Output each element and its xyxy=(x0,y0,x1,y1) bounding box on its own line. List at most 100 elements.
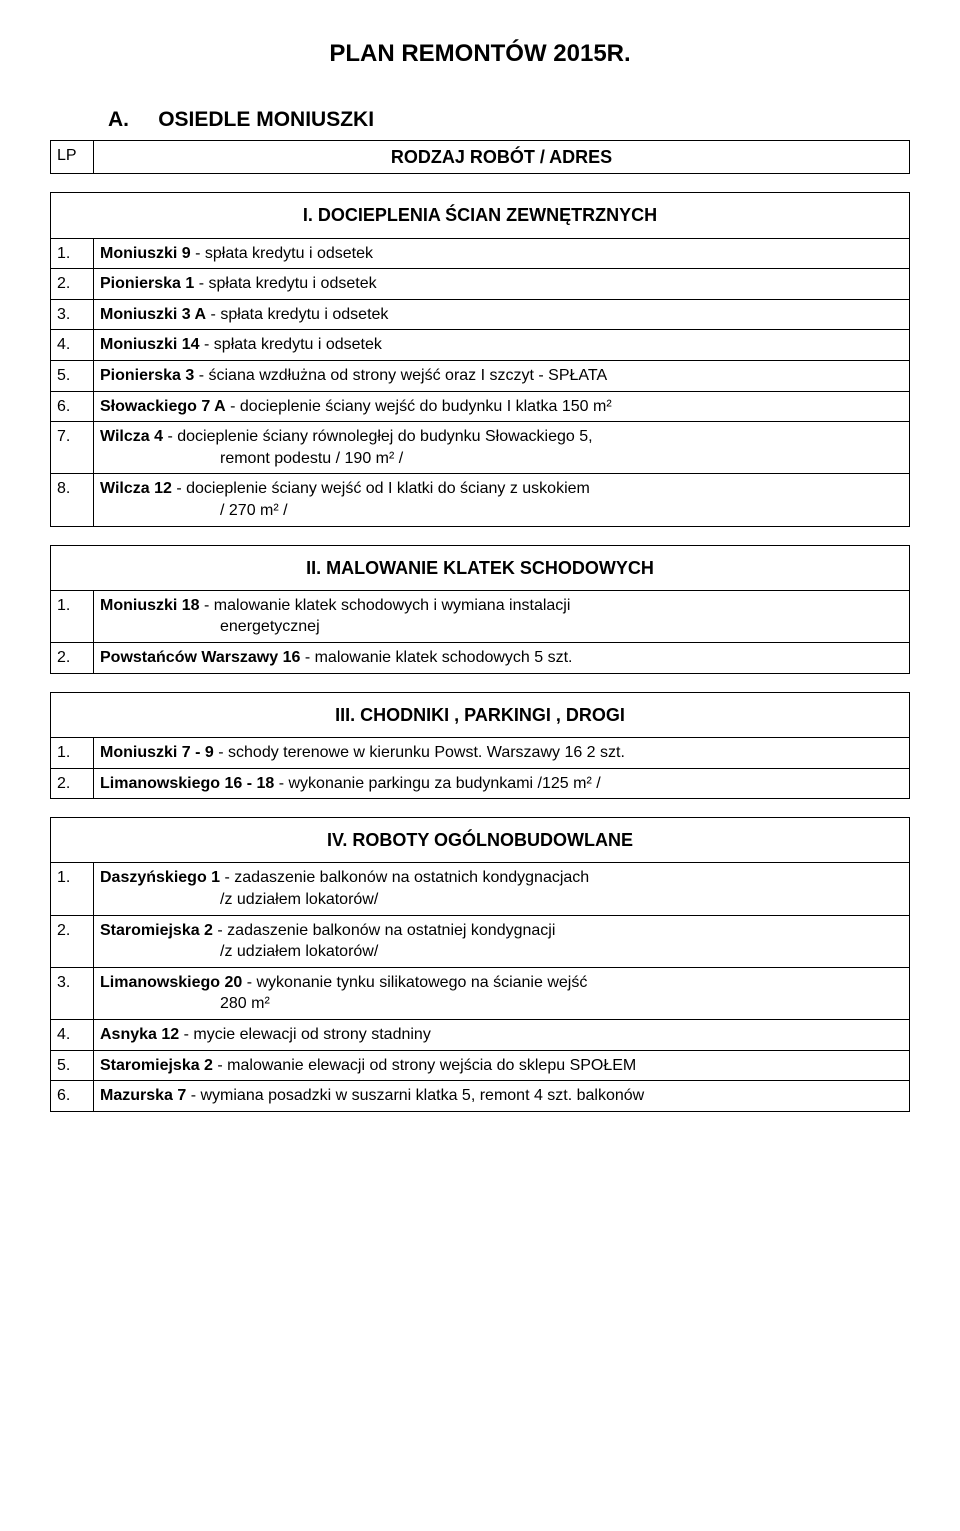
row-text: - spłata kredytu i odsetek xyxy=(200,336,382,353)
row-address: Pionierska 1 xyxy=(100,275,194,292)
row-number: 2. xyxy=(51,269,94,300)
row-number: 2. xyxy=(51,768,94,799)
row-address: Słowackiego 7 A xyxy=(100,398,226,415)
group-heading-row: II. MALOWANIE KLATEK SCHODOWYCH xyxy=(51,545,910,590)
row-content: Słowackiego 7 A - docieplenie ściany wej… xyxy=(94,391,910,422)
row-content: Moniuszki 7 - 9 - schody terenowe w kier… xyxy=(94,737,910,768)
table-row: 7.Wilcza 4 - docieplenie ściany równoleg… xyxy=(51,422,910,474)
group-heading-row: I. DOCIEPLENIA ŚCIAN ZEWNĘTRZNYCH xyxy=(51,193,910,238)
row-text: - spłata kredytu i odsetek xyxy=(194,275,376,292)
row-address: Wilcza 4 xyxy=(100,428,163,445)
row-line2: /z udziałem lokatorów/ xyxy=(100,941,903,963)
row-line2: 280 m² xyxy=(100,993,903,1015)
group-table: III. CHODNIKI , PARKINGI , DROGI1.Monius… xyxy=(50,692,910,799)
table-row: 5. Pionierska 3 - ściana wzdłużna od stro… xyxy=(51,360,910,391)
row-text: - mycie elewacji od strony stadniny xyxy=(179,1026,431,1043)
row-content: Wilcza 4 - docieplenie ściany równoległe… xyxy=(94,422,910,474)
header-row: LP RODZAJ ROBÓT / ADRES xyxy=(51,141,910,174)
page-title: PLAN REMONTÓW 2015R. xyxy=(50,40,910,68)
row-text: - wymiana posadzki w suszarni klatka 5, … xyxy=(186,1087,644,1104)
row-number: 3. xyxy=(51,967,94,1019)
row-text: - wykonanie parkingu za budynkami /125 m… xyxy=(274,775,600,792)
group-table: I. DOCIEPLENIA ŚCIAN ZEWNĘTRZNYCH1.Moniu… xyxy=(50,192,910,526)
section-label: A. xyxy=(108,108,129,131)
row-content: Moniuszki 3 A - spłata kredytu i odsetek xyxy=(94,299,910,330)
row-line2: remont podestu / 190 m² / xyxy=(100,448,903,470)
table-row: 5.Staromiejska 2 - malowanie elewacji od… xyxy=(51,1050,910,1081)
row-text: - malowanie klatek schodowych 5 szt. xyxy=(300,649,572,666)
table-row: 6. Mazurska 7 - wymiana posadzki w suszar… xyxy=(51,1081,910,1112)
row-text: - schody terenowe w kierunku Powst. Wars… xyxy=(214,744,625,761)
row-line2: energetycznej xyxy=(100,616,903,638)
row-number: 2. xyxy=(51,915,94,967)
header-table: LP RODZAJ ROBÓT / ADRES xyxy=(50,140,910,174)
header-lp: LP xyxy=(51,141,94,174)
group-heading-row: III. CHODNIKI , PARKINGI , DROGI xyxy=(51,692,910,737)
row-content: Limanowskiego 16 - 18 - wykonanie parkin… xyxy=(94,768,910,799)
group-table: II. MALOWANIE KLATEK SCHODOWYCH1.Moniusz… xyxy=(50,545,910,674)
row-content: Moniuszki 18 - malowanie klatek schodowy… xyxy=(94,590,910,642)
group-heading-row: IV. ROBOTY OGÓLNOBUDOWLANE xyxy=(51,818,910,863)
row-address: Mazurska 7 xyxy=(100,1087,186,1104)
row-address: Moniuszki 9 xyxy=(100,245,191,262)
row-text: - zadaszenie balkonów na ostatniej kondy… xyxy=(213,922,555,939)
row-address: Staromiejska 2 xyxy=(100,1057,213,1074)
table-row: 8.Wilcza 12 - docieplenie ściany wejść o… xyxy=(51,474,910,526)
row-content: Daszyńskiego 1 - zadaszenie balkonów na … xyxy=(94,863,910,915)
row-number: 6. xyxy=(51,391,94,422)
row-text: - docieplenie ściany równoległej do budy… xyxy=(163,428,593,445)
table-row: 4.Asnyka 12 - mycie elewacji od strony s… xyxy=(51,1019,910,1050)
row-text: - docieplenie ściany wejść od I klatki d… xyxy=(172,480,590,497)
table-row: 2.Pionierska 1 - spłata kredytu i odsete… xyxy=(51,269,910,300)
group-heading: I. DOCIEPLENIA ŚCIAN ZEWNĘTRZNYCH xyxy=(51,193,910,238)
section-title: A. OSIEDLE MONIUSZKI xyxy=(108,108,910,132)
row-number: 3. xyxy=(51,299,94,330)
table-row: 2.Limanowskiego 16 - 18 - wykonanie park… xyxy=(51,768,910,799)
row-number: 5. xyxy=(51,1050,94,1081)
row-text: - docieplenie ściany wejść do budynku I … xyxy=(226,398,612,415)
row-address: Limanowskiego 20 xyxy=(100,974,242,991)
row-number: 1. xyxy=(51,737,94,768)
row-number: 5. xyxy=(51,360,94,391)
row-text: - zadaszenie balkonów na ostatnich kondy… xyxy=(220,869,589,886)
row-content: Moniuszki 9 - spłata kredytu i odsetek xyxy=(94,238,910,269)
row-number: 1. xyxy=(51,590,94,642)
row-address: Pionierska 3 xyxy=(100,367,194,384)
row-address: Staromiejska 2 xyxy=(100,922,213,939)
row-line2: / 270 m² / xyxy=(100,500,903,522)
table-row: 6.Słowackiego 7 A - docieplenie ściany w… xyxy=(51,391,910,422)
row-address: Powstańców Warszawy 16 xyxy=(100,649,300,666)
row-number: 7. xyxy=(51,422,94,474)
row-address: Moniuszki 3 A xyxy=(100,306,206,323)
row-address: Limanowskiego 16 - 18 xyxy=(100,775,274,792)
row-content: Limanowskiego 20 - wykonanie tynku silik… xyxy=(94,967,910,1019)
row-number: 6. xyxy=(51,1081,94,1112)
row-content: Wilcza 12 - docieplenie ściany wejść od … xyxy=(94,474,910,526)
row-text: - spłata kredytu i odsetek xyxy=(206,306,388,323)
table-row: 1.Daszyńskiego 1 - zadaszenie balkonów n… xyxy=(51,863,910,915)
row-number: 4. xyxy=(51,330,94,361)
header-label: RODZAJ ROBÓT / ADRES xyxy=(94,141,910,174)
group-heading: II. MALOWANIE KLATEK SCHODOWYCH xyxy=(51,545,910,590)
table-row: 1.Moniuszki 7 - 9 - schody terenowe w ki… xyxy=(51,737,910,768)
row-address: Moniuszki 18 xyxy=(100,597,200,614)
row-address: Moniuszki 14 xyxy=(100,336,200,353)
row-address: Wilcza 12 xyxy=(100,480,172,497)
row-number: 1. xyxy=(51,238,94,269)
row-content: Pionierska 1 - spłata kredytu i odsetek xyxy=(94,269,910,300)
row-line2: /z udziałem lokatorów/ xyxy=(100,889,903,911)
row-content: Powstańców Warszawy 16 - malowanie klate… xyxy=(94,643,910,674)
group-heading: III. CHODNIKI , PARKINGI , DROGI xyxy=(51,692,910,737)
row-content: Staromiejska 2 - zadaszenie balkonów na … xyxy=(94,915,910,967)
row-address: Daszyńskiego 1 xyxy=(100,869,220,886)
group-heading: IV. ROBOTY OGÓLNOBUDOWLANE xyxy=(51,818,910,863)
row-text: - ściana wzdłużna od strony wejść oraz I… xyxy=(194,367,607,384)
table-row: 1.Moniuszki 9 - spłata kredytu i odsetek xyxy=(51,238,910,269)
table-row: 2.Powstańców Warszawy 16 - malowanie kla… xyxy=(51,643,910,674)
table-row: 1.Moniuszki 18 - malowanie klatek schodo… xyxy=(51,590,910,642)
row-text: - spłata kredytu i odsetek xyxy=(191,245,373,262)
row-number: 2. xyxy=(51,643,94,674)
row-text: - malowanie klatek schodowych i wymiana … xyxy=(200,597,571,614)
table-row: 3.Moniuszki 3 A - spłata kredytu i odset… xyxy=(51,299,910,330)
row-number: 8. xyxy=(51,474,94,526)
